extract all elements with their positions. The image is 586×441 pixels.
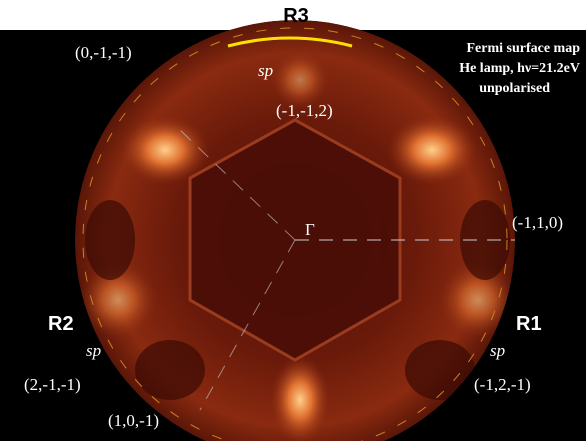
- figure: R3 Fermi surface map He lamp, hν=21.2eV …: [0, 0, 586, 441]
- label: (-1,2,-1): [474, 375, 531, 394]
- label: sp: [86, 341, 101, 360]
- label: (-1,1,0): [512, 213, 563, 232]
- region-label: R1: [516, 313, 542, 335]
- label: Γ: [305, 220, 315, 239]
- label: sp: [490, 341, 505, 360]
- legend-line: unpolarised: [479, 81, 550, 96]
- label: (0,-1,-1): [75, 43, 132, 62]
- legend-line: Fermi surface map: [466, 41, 580, 56]
- title: R3: [283, 5, 309, 27]
- region-label: R2: [48, 313, 74, 335]
- label: sp: [258, 61, 273, 80]
- legend-line: He lamp, hν=21.2eV: [459, 61, 580, 76]
- label: (2,-1,-1): [24, 375, 81, 394]
- label: (1,0,-1): [108, 411, 159, 430]
- label: (-1,-1,2): [276, 101, 333, 120]
